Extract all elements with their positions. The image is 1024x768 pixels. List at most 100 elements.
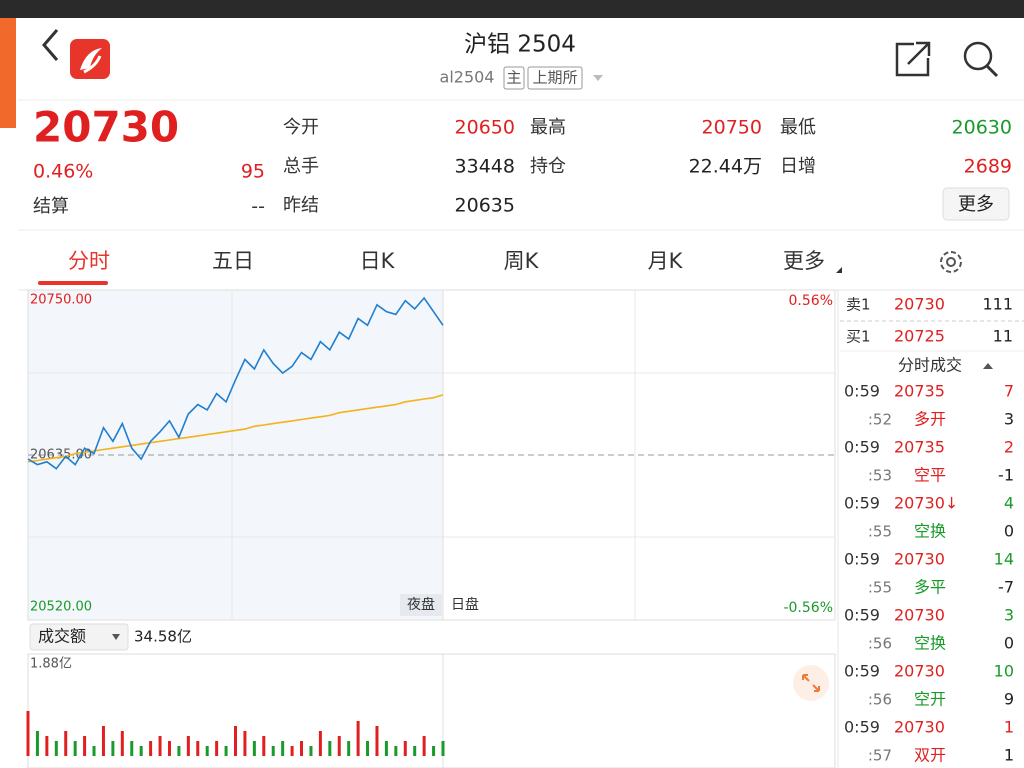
field-value: 2689 bbox=[964, 156, 1012, 178]
dropdown-icon[interactable] bbox=[593, 75, 603, 81]
volume-bar bbox=[186, 736, 190, 756]
sort-icon[interactable] bbox=[983, 363, 993, 369]
tab[interactable]: 五日 bbox=[212, 249, 254, 273]
field-value: -- bbox=[251, 196, 265, 218]
trade-change: 0 bbox=[1004, 634, 1014, 653]
field-value: 33448 bbox=[455, 156, 515, 178]
volume-bar bbox=[215, 741, 219, 756]
trade-time: 0:59 bbox=[844, 718, 880, 737]
trade-kind: 多开 bbox=[914, 410, 946, 429]
app-logo bbox=[70, 39, 110, 79]
volume-bar bbox=[384, 741, 388, 756]
volume-bar bbox=[394, 746, 398, 756]
volume-bar bbox=[177, 746, 181, 756]
volume-bar bbox=[130, 741, 134, 756]
volume-bar bbox=[224, 746, 228, 756]
search-button[interactable] bbox=[963, 41, 999, 78]
volume-bar bbox=[120, 731, 124, 756]
trade-price: 20735 bbox=[894, 438, 945, 457]
change: 95 bbox=[241, 161, 265, 183]
field-value: 20750 bbox=[702, 117, 762, 139]
trade-time: 0:59 bbox=[844, 550, 880, 569]
right-axis-label: -0.56% bbox=[783, 600, 833, 616]
status-bar bbox=[0, 0, 1024, 18]
field-label: 最高 bbox=[530, 117, 566, 138]
volume-bar bbox=[92, 746, 96, 756]
volume-bar bbox=[252, 741, 256, 756]
volume-total: 34.58亿 bbox=[134, 628, 192, 646]
trade-kind: 空开 bbox=[914, 690, 946, 709]
trade-subtime: :55 bbox=[868, 523, 892, 541]
trade-time: 0:59 bbox=[844, 438, 880, 457]
volume-bar bbox=[337, 736, 341, 756]
contract-code: al2504 bbox=[440, 68, 495, 87]
session-label: 夜盘 bbox=[407, 596, 435, 613]
volume-bar bbox=[356, 721, 360, 756]
trade-change: 9 bbox=[1004, 690, 1014, 709]
field-value: 20630 bbox=[952, 117, 1012, 139]
volume-bar bbox=[432, 746, 436, 756]
volume-bar bbox=[45, 736, 49, 756]
field-value: 20635 bbox=[455, 195, 515, 217]
volume-bar bbox=[309, 746, 313, 756]
settings-button[interactable] bbox=[940, 251, 962, 273]
trade-kind: 空平 bbox=[914, 466, 946, 485]
trade-volume: 10 bbox=[994, 662, 1014, 681]
trade-change: 0 bbox=[1004, 522, 1014, 541]
more-button-label: 更多 bbox=[958, 194, 994, 215]
session-tag bbox=[400, 594, 442, 616]
badge-box bbox=[503, 66, 525, 90]
field-label: 今开 bbox=[283, 117, 319, 138]
volume-bar bbox=[403, 741, 407, 756]
y-tick-label: 1.88亿 bbox=[30, 657, 72, 672]
change-pct: 0.46% bbox=[33, 161, 93, 183]
expand-button[interactable] bbox=[793, 665, 829, 701]
trade-volume: 14 bbox=[994, 550, 1014, 569]
volume-bar bbox=[375, 726, 379, 756]
tab-dropdown-icon[interactable] bbox=[836, 267, 842, 273]
volume-bar bbox=[149, 741, 153, 756]
back-button[interactable] bbox=[42, 29, 59, 61]
tab[interactable]: 月K bbox=[648, 249, 684, 273]
volume-bar bbox=[290, 746, 294, 756]
field-value: 22.44万 bbox=[689, 156, 762, 178]
tab[interactable]: 更多 bbox=[783, 249, 825, 273]
more-button[interactable] bbox=[942, 187, 1010, 221]
trade-subtime: :55 bbox=[868, 579, 892, 597]
volume-bar bbox=[83, 736, 87, 756]
background-app-edge bbox=[0, 18, 16, 128]
tab[interactable]: 周K bbox=[504, 249, 540, 273]
trade-time: 0:59 bbox=[844, 662, 880, 681]
volume-bar bbox=[347, 741, 351, 756]
volume-selector[interactable] bbox=[29, 623, 129, 651]
volume-bar bbox=[54, 741, 58, 756]
volume-chart-frame bbox=[27, 653, 836, 768]
trade-price: 20730 bbox=[894, 718, 945, 737]
volume-bar bbox=[158, 736, 162, 756]
trade-change: -1 bbox=[998, 466, 1014, 485]
tab[interactable]: 日K bbox=[360, 249, 396, 273]
book-label: 卖1 bbox=[846, 296, 871, 314]
book-volume: 111 bbox=[982, 295, 1013, 314]
trade-subtime: :53 bbox=[868, 467, 892, 485]
volume-bar bbox=[422, 736, 426, 756]
field-label: 总手 bbox=[283, 156, 319, 177]
field-value: 20650 bbox=[455, 117, 515, 139]
trade-time: 0:59 bbox=[844, 382, 880, 401]
y-tick-label: 20520.00 bbox=[30, 600, 92, 615]
volume-bar bbox=[318, 731, 322, 756]
trade-subtime: :56 bbox=[868, 635, 892, 653]
tab[interactable]: 分时 bbox=[68, 249, 110, 273]
badge: 上期所 bbox=[532, 69, 577, 87]
trade-change: 1 bbox=[1004, 746, 1014, 765]
dropdown-icon bbox=[112, 634, 120, 640]
last-price: 20730 bbox=[33, 103, 179, 152]
trade-time: 0:59 bbox=[844, 494, 880, 513]
share-button[interactable] bbox=[895, 41, 931, 77]
volume-bar bbox=[413, 746, 417, 756]
trade-price: 20735 bbox=[894, 382, 945, 401]
trade-kind: 多平 bbox=[914, 578, 946, 597]
volume-bar bbox=[281, 741, 285, 756]
volume-selector-label: 成交额 bbox=[38, 627, 86, 646]
volume-bar bbox=[328, 741, 332, 756]
